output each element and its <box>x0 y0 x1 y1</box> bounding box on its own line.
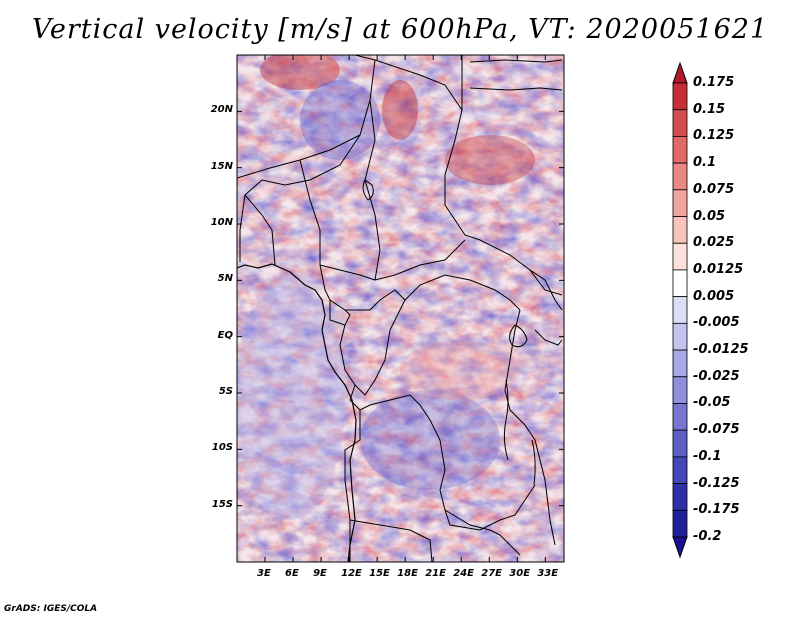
lat-tick-label: 10N <box>210 217 233 228</box>
updraft-region-chad <box>382 80 418 140</box>
colorbar-swatch <box>672 269 688 298</box>
lon-tick-label: 30E <box>509 568 531 579</box>
updraft-region-north <box>260 55 340 90</box>
updraft-region-congo <box>400 340 520 400</box>
colorbar-swatch <box>672 349 688 378</box>
border-line <box>374 55 463 112</box>
colorbar-level-label: 0.175 <box>693 75 735 90</box>
map-frame <box>236 54 565 563</box>
lon-tick-label: 12E <box>341 568 362 579</box>
border-line <box>469 59 563 63</box>
colorbar-level-label: -0.025 <box>693 368 740 384</box>
colorbar-level-label: -0.125 <box>693 475 740 491</box>
colorbar-level-label: 0.1 <box>693 155 717 171</box>
border-line <box>319 264 376 281</box>
lon-tick-label: 18E <box>397 568 418 579</box>
lake-malawi <box>531 439 536 486</box>
colorbar-swatch <box>672 242 688 271</box>
colorbar-swatch <box>672 376 688 404</box>
lat-tick-label: 20N <box>210 104 233 116</box>
lake-victoria <box>509 324 528 348</box>
downdraft-region-niger <box>300 80 380 160</box>
axis-ticks <box>237 55 564 562</box>
colorbar-swatch <box>672 136 688 164</box>
lat-tick-label: 15N <box>210 160 233 172</box>
colorbar-level-label: 0.005 <box>693 288 735 304</box>
border-line <box>444 109 563 296</box>
border-line <box>504 309 556 546</box>
credit-label: GrADS: IGES/COLA <box>4 604 98 614</box>
ocean-region <box>237 280 345 520</box>
border-line <box>444 509 521 556</box>
colorbar-level-label: -0.2 <box>693 529 722 544</box>
colorbar-swatch <box>672 189 688 217</box>
updraft-region-sudan <box>445 135 535 185</box>
coast-line <box>237 263 357 562</box>
border-line <box>244 194 276 266</box>
colorbar-bottom-arrow <box>672 536 688 559</box>
colorbar-top-arrow <box>672 61 688 84</box>
lat-tick-label: 5S <box>218 386 233 397</box>
lon-tick-label: 33E <box>537 568 559 579</box>
velocity-field <box>237 55 564 562</box>
colorbar-swatch <box>672 456 688 484</box>
colorbar-level-label: -0.05 <box>693 395 731 411</box>
border-line <box>364 99 466 281</box>
border-line <box>349 384 536 531</box>
lat-tick-label: 15S <box>211 498 233 510</box>
colorbar-level-label: -0.075 <box>693 422 740 438</box>
map-title: Vertical velocity [m/s] at 600hPa, VT: 2… <box>31 14 769 45</box>
border-line <box>299 159 521 311</box>
border-line <box>349 519 433 562</box>
colorbar-level-label: 0.0125 <box>693 261 744 277</box>
lake-chad <box>362 179 374 201</box>
colorbar-level-label: -0.175 <box>693 502 740 518</box>
colorbar-level-label: -0.005 <box>693 315 740 331</box>
border-line <box>339 299 406 396</box>
colorbar-swatch <box>672 322 688 351</box>
border-line <box>344 410 361 562</box>
lon-tick-label: 3E <box>257 568 271 579</box>
lat-tick-label: 10S <box>211 442 233 454</box>
border-line <box>469 87 563 91</box>
lon-tick-label: 9E <box>313 568 327 579</box>
colorbar-level-label: 0.15 <box>693 101 726 117</box>
colorbar-swatch <box>672 216 688 244</box>
lakes <box>362 179 536 486</box>
downdraft-region-south <box>360 390 500 490</box>
colorbar-level-label: -0.0125 <box>693 342 749 358</box>
lat-tick-label: 5N <box>217 273 233 285</box>
colorbar-swatch <box>672 296 688 324</box>
colorbar-swatch <box>672 509 688 538</box>
lake-tanganyika <box>503 379 509 461</box>
colorbar-level-label: -0.1 <box>693 448 722 464</box>
colorbar-level-label: 0.05 <box>693 208 726 224</box>
colorbar-swatch <box>672 483 688 511</box>
colorbar-level-label: 0.125 <box>693 128 735 144</box>
lon-tick-label: 27E <box>481 568 502 579</box>
lon-tick-label: 21E <box>425 568 446 579</box>
border-line <box>534 329 563 346</box>
colorbar-swatch <box>672 429 688 458</box>
colorbar <box>672 61 688 559</box>
coastline <box>237 263 357 562</box>
lon-tick-label: 15E <box>369 568 390 579</box>
colorbar-swatch <box>672 109 688 137</box>
border-line <box>529 269 563 311</box>
border-line <box>237 55 376 179</box>
lon-tick-label: 24E <box>453 568 474 579</box>
colorbar-swatch <box>672 82 688 111</box>
colorbar-level-label: 0.075 <box>693 181 735 197</box>
colorbar-swatch <box>672 403 688 431</box>
colorbar-swatch <box>672 162 688 191</box>
lon-tick-label: 6E <box>285 568 299 579</box>
lat-tick-label: EQ <box>217 329 233 341</box>
colorbar-level-label: 0.025 <box>693 235 735 251</box>
